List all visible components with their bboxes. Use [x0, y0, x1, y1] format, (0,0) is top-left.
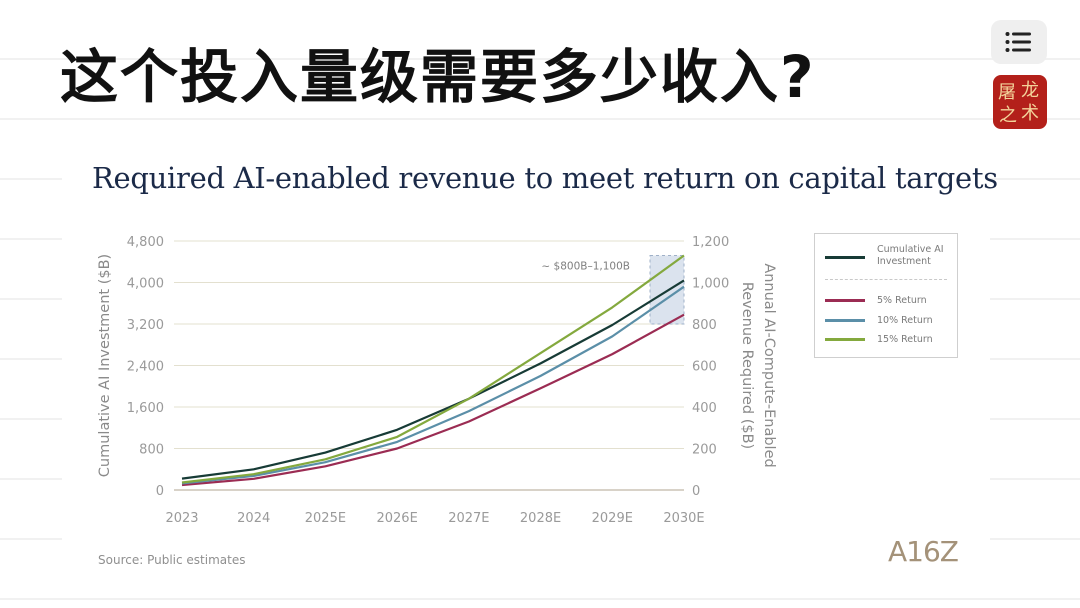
legend-label: 15% Return	[877, 334, 933, 345]
y-right-tick-label: 800	[692, 318, 717, 333]
y-left-tick-label: 4,000	[127, 277, 164, 292]
avatar-char: 术	[1021, 103, 1039, 124]
a16z-logo: A16Z	[888, 535, 959, 568]
chart-card: Required AI-enabled revenue to meet retu…	[62, 133, 998, 583]
chart-title: Required AI-enabled revenue to meet retu…	[92, 161, 998, 195]
x-tick-label: 2026E	[376, 511, 417, 526]
y-right-tick-label: 200	[692, 443, 717, 458]
series-line-5-return	[181, 313, 685, 487]
menu-button[interactable]	[991, 20, 1047, 64]
y-left-axis-label: Cumulative AI Investment ($B)	[97, 254, 113, 477]
legend-swatch	[825, 299, 865, 302]
y-right-axis-label-line1: Annual AI-Compute-Enabled	[761, 263, 777, 467]
legend-divider	[825, 279, 947, 280]
x-tick-label: 2030E	[663, 511, 704, 526]
y-right-tick-label: 1,000	[692, 277, 729, 292]
x-tick-label: 2024	[237, 511, 270, 526]
legend-label: Cumulative AI Investment	[877, 244, 944, 267]
y-left-tick-label: 800	[139, 443, 164, 458]
avatar-char: 屠	[998, 82, 1016, 103]
line-chart: 0 0 800 200 1,600 400 2,400 600 3,200 800 4,000 1,0…	[97, 235, 777, 526]
x-tick-label: 2027E	[448, 511, 489, 526]
y-left-tick-label: 0	[156, 484, 164, 499]
slide-title: 这个投入量级需要多少收入?	[60, 43, 816, 111]
avatar-char: 之	[999, 105, 1017, 126]
avatar-char: 龙	[1021, 80, 1039, 101]
legend-swatch	[825, 256, 865, 259]
x-tick-label: 2025E	[305, 511, 346, 526]
y-left-tick-label: 4,800	[127, 235, 164, 250]
chart-source: Source: Public estimates	[98, 553, 246, 567]
x-tick-label: 2028E	[520, 511, 561, 526]
y-left-tick-label: 3,200	[127, 318, 164, 333]
y-right-tick-label: 600	[692, 360, 717, 375]
menu-icon	[1005, 32, 1031, 52]
y-right-tick-label: 400	[692, 401, 717, 416]
legend-swatch	[825, 338, 865, 341]
series-line-15-return	[181, 254, 685, 484]
series-line-cumulative-ai-investment	[181, 279, 685, 480]
x-tick-label: 2023	[165, 511, 198, 526]
y-left-tick-label: 2,400	[127, 360, 164, 375]
series-line-10-return	[181, 285, 685, 485]
y-right-tick-label: 1,200	[692, 235, 729, 250]
legend-swatch	[825, 319, 865, 322]
legend-label: 10% Return	[877, 315, 933, 326]
annotation-label: ~ $800B–1,100B	[541, 261, 630, 273]
chart-legend: Cumulative AI Investment 5% Return 10% R…	[814, 233, 958, 358]
y-right-axis-label-line2: Revenue Required ($B)	[739, 282, 755, 449]
legend-label: 5% Return	[877, 295, 927, 306]
y-left-tick-label: 1,600	[127, 401, 164, 416]
y-right-tick-label: 0	[692, 484, 700, 499]
avatar[interactable]: 屠 龙 之 术	[993, 75, 1047, 129]
x-tick-label: 2029E	[592, 511, 633, 526]
